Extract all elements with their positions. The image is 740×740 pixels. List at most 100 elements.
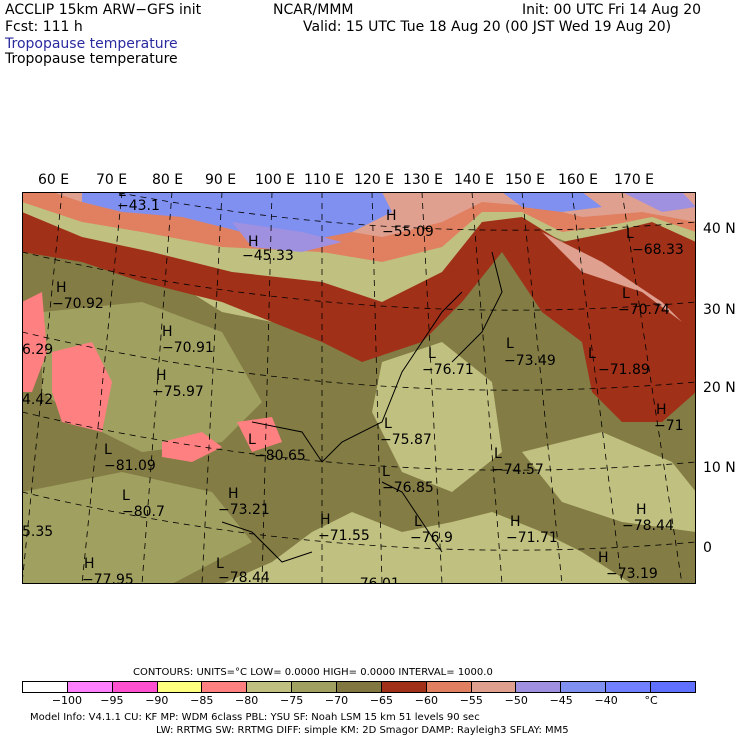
field-band-lavender xyxy=(232,222,342,252)
lon-label: 80 E xyxy=(152,172,184,188)
extremum-label: −76.71 xyxy=(422,362,474,378)
extremum-label: −80.7 xyxy=(122,504,165,520)
high-marker: H xyxy=(656,402,667,418)
colorbar-swatch xyxy=(157,682,203,692)
lat-label: 0 xyxy=(703,540,712,556)
extremum-label: −45.33 xyxy=(242,248,294,264)
high-marker: H xyxy=(56,280,67,296)
coastline xyxy=(381,481,443,553)
extremum-label: −76.9 xyxy=(410,530,453,546)
low-marker: L xyxy=(382,464,390,480)
model-info: Model Info: V4.1.1 CU: KF MP: WDM 6class… xyxy=(30,712,480,723)
extremum-label: −76.85 xyxy=(382,480,434,496)
extremum-label: −71.55 xyxy=(318,528,370,544)
center-label: NCAR/MMM xyxy=(273,2,354,18)
lon-label: 170 E xyxy=(614,172,655,188)
colorbar-label: −65 xyxy=(369,694,394,707)
extremum-label: −70.91 xyxy=(162,340,214,356)
init-time: Init: 00 UTC Fri 14 Aug 20 xyxy=(522,2,702,18)
field-pink xyxy=(162,432,222,462)
high-marker: H xyxy=(228,486,239,502)
extremum-label: −77.95 xyxy=(82,572,134,584)
low-marker: L xyxy=(588,346,596,362)
field-patch-light xyxy=(522,432,696,532)
extremum-label: −75.87 xyxy=(380,432,432,448)
colorbar-swatch xyxy=(23,682,68,692)
high-marker: H xyxy=(156,368,167,384)
colorbar-label: −95 xyxy=(100,694,124,707)
extremum-label: −73.19 xyxy=(606,566,658,582)
extremum-label: −70.92 xyxy=(52,296,104,312)
colorbar-swatch xyxy=(471,682,517,692)
extremum-label: 4.42 xyxy=(22,392,53,408)
low-marker: L xyxy=(122,488,130,504)
low-marker: L xyxy=(414,514,422,530)
low-marker: L xyxy=(494,446,502,462)
extremum-label: 5.35 xyxy=(22,524,53,540)
contours-info: CONTOURS: UNITS=°C LOW= 0.0000 HIGH= 0.0… xyxy=(133,667,493,678)
low-marker: L xyxy=(118,192,126,200)
lat-label: 10 N xyxy=(703,460,736,476)
extremum-label: −74.57 xyxy=(492,462,544,478)
colorbar-swatch xyxy=(247,682,293,692)
extremum-label: −73.49 xyxy=(504,353,556,369)
high-marker: H xyxy=(320,512,331,528)
map-frame xyxy=(22,192,696,584)
colorbar-swatch xyxy=(516,682,562,692)
lon-label: 110 E xyxy=(304,172,345,188)
high-marker: H xyxy=(84,556,95,572)
extremum-label: −55.09 xyxy=(382,224,434,240)
tropopause-temperature-map: −43.1 −45.33 −55.09 −68.33 −70.92 −70.74… xyxy=(22,192,696,584)
colorbar-swatch xyxy=(337,682,382,692)
colorbar-label: −80 xyxy=(235,694,259,707)
field-title-black: Tropopause temperature xyxy=(5,51,178,67)
field-band-red xyxy=(22,212,696,422)
colorbar-label: −70 xyxy=(324,694,349,707)
extremum-label: −73.21 xyxy=(218,502,270,518)
lat-label: 40 N xyxy=(703,221,736,237)
low-marker: L xyxy=(248,432,256,448)
colorbar-label: °C xyxy=(644,694,658,707)
low-marker: L xyxy=(384,416,392,432)
field-patch xyxy=(22,472,252,584)
low-marker: L xyxy=(622,286,630,302)
field-band-pale xyxy=(542,232,682,322)
field-patch-light xyxy=(372,342,502,492)
lon-label: 90 E xyxy=(205,172,237,188)
extremum-label: −71 xyxy=(654,418,684,434)
colorbar-label: −75 xyxy=(279,694,304,707)
colorbar-swatch xyxy=(606,682,652,692)
field-band-blue xyxy=(502,192,602,212)
colorbar-swatch xyxy=(426,682,472,692)
field-pink xyxy=(52,342,112,432)
field-band-blue xyxy=(82,192,392,242)
colorbar-label: −50 xyxy=(504,694,528,707)
low-marker: L xyxy=(104,442,112,458)
extremum-label: −81.09 xyxy=(104,458,156,474)
extremum-label: −78.44 xyxy=(622,518,674,534)
extrema-labels: −43.1 −45.33 −55.09 −68.33 −70.92 −70.74… xyxy=(22,192,684,584)
coastline xyxy=(221,521,313,563)
model-title: ACCLIP 15km ARW−GFS init xyxy=(5,2,202,18)
low-marker: L xyxy=(428,346,436,362)
graticule xyxy=(22,192,696,584)
lon-label: 140 E xyxy=(454,172,495,188)
low-marker: L xyxy=(626,226,634,242)
lon-label: 100 E xyxy=(255,172,296,188)
colorbar-swatch xyxy=(651,682,695,692)
coastline xyxy=(251,291,463,463)
extremum-label: −80.65 xyxy=(254,448,306,464)
colorbar-swatch xyxy=(112,682,158,692)
field-title-blue: Tropopause temperature xyxy=(5,36,178,52)
colorbar-label: −85 xyxy=(190,694,214,707)
field-band-lavender xyxy=(622,192,696,212)
high-marker: H xyxy=(598,550,609,566)
lon-label: 160 E xyxy=(558,172,599,188)
colorbar-swatch xyxy=(292,682,338,692)
extremum-label: −78.44 xyxy=(218,570,270,584)
lon-label: 60 E xyxy=(38,172,70,188)
high-marker: H xyxy=(248,234,259,250)
colorbar-label: −55 xyxy=(459,694,483,707)
extremum-label: −71.71 xyxy=(506,530,558,546)
high-marker: H xyxy=(636,502,647,518)
